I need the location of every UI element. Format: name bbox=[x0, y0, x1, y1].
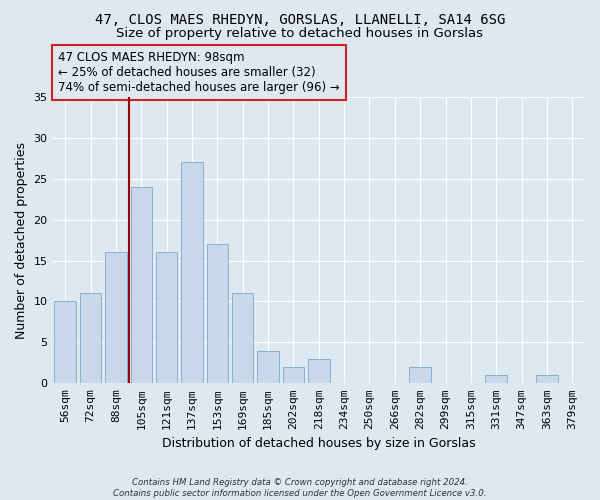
Bar bbox=[181, 162, 203, 384]
Text: 47 CLOS MAES RHEDYN: 98sqm
← 25% of detached houses are smaller (32)
74% of semi: 47 CLOS MAES RHEDYN: 98sqm ← 25% of deta… bbox=[58, 51, 340, 94]
Bar bbox=[485, 375, 507, 384]
Bar bbox=[283, 367, 304, 384]
Text: Contains HM Land Registry data © Crown copyright and database right 2024.
Contai: Contains HM Land Registry data © Crown c… bbox=[113, 478, 487, 498]
Bar bbox=[80, 294, 101, 384]
Bar bbox=[131, 187, 152, 384]
Bar bbox=[156, 252, 178, 384]
Text: Size of property relative to detached houses in Gorslas: Size of property relative to detached ho… bbox=[116, 28, 484, 40]
Y-axis label: Number of detached properties: Number of detached properties bbox=[15, 142, 28, 338]
Bar bbox=[105, 252, 127, 384]
Bar bbox=[409, 367, 431, 384]
Bar bbox=[55, 302, 76, 384]
Bar bbox=[308, 359, 329, 384]
Bar bbox=[257, 350, 279, 384]
Bar bbox=[206, 244, 228, 384]
Text: 47, CLOS MAES RHEDYN, GORSLAS, LLANELLI, SA14 6SG: 47, CLOS MAES RHEDYN, GORSLAS, LLANELLI,… bbox=[95, 12, 505, 26]
X-axis label: Distribution of detached houses by size in Gorslas: Distribution of detached houses by size … bbox=[162, 437, 476, 450]
Bar bbox=[232, 294, 253, 384]
Bar bbox=[536, 375, 558, 384]
